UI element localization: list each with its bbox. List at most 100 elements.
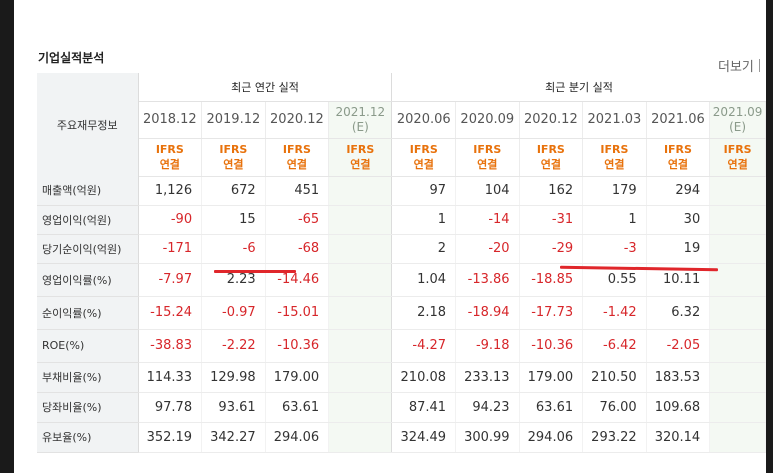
- value-cell: -65: [265, 205, 330, 235]
- value-cell: -17.73: [519, 296, 584, 330]
- value-cell: [709, 176, 766, 206]
- period-label: 2019.12: [206, 112, 261, 127]
- period-label: 2018.12: [142, 112, 197, 127]
- period-header: 2021.12 (E): [328, 101, 393, 139]
- table-row: 영업이익률(%) -7.97 2.23 -14.46 1.04 -13.86 -18.85 0…: [37, 263, 766, 297]
- value-cell: 6.32: [646, 296, 711, 330]
- ifrs-badge: IFRS 연결: [265, 138, 330, 177]
- value-cell: 93.61: [201, 392, 266, 423]
- period-label: 2021.06: [651, 112, 705, 127]
- consolidated-label: 연결: [540, 158, 561, 171]
- ifrs-badge: IFRS 연결: [328, 138, 393, 177]
- value-cell: -15.01: [265, 296, 330, 330]
- value-cell: 324.49: [391, 422, 457, 453]
- consolidated-label: 연결: [223, 158, 244, 171]
- value-cell: -20: [455, 234, 520, 264]
- red-underline-annual: [214, 270, 296, 273]
- table-row: 당기순이익(억원) -171 -6 -68 2 -20 -29 -3 19: [37, 234, 766, 264]
- value-cell: 294.06: [519, 422, 584, 453]
- period-header: 2019.12: [201, 101, 266, 139]
- value-cell: [709, 205, 766, 235]
- ifrs-badge: IFRS 연결: [138, 138, 203, 177]
- value-cell: 2.18: [391, 296, 457, 330]
- consolidated-label: 연결: [159, 158, 180, 171]
- value-cell: 114.33: [138, 362, 203, 393]
- value-cell: [328, 234, 393, 264]
- value-cell: 179.00: [519, 362, 584, 393]
- table-row: 유보율(%) 352.19 342.27 294.06 324.49 300.99 294.…: [37, 422, 766, 453]
- value-cell: 293.22: [582, 422, 647, 453]
- table-row: 순이익률(%) -15.24 -0.97 -15.01 2.18 -18.94 -17.73…: [37, 296, 766, 330]
- period-label: 2020.12: [523, 112, 578, 127]
- consolidated-label: 연결: [350, 158, 371, 171]
- value-cell: 352.19: [138, 422, 203, 453]
- value-cell: 129.98: [201, 362, 266, 393]
- value-cell: 320.14: [646, 422, 711, 453]
- value-cell: -68: [265, 234, 330, 264]
- table-row: 부채비율(%) 114.33 129.98 179.00 210.08 233.13 179…: [37, 362, 766, 393]
- value-cell: [328, 329, 393, 363]
- value-cell: 63.61: [265, 392, 330, 423]
- row-label: 유보율(%): [37, 422, 139, 453]
- value-cell: 300.99: [455, 422, 520, 453]
- value-cell: -9.18: [455, 329, 520, 363]
- value-cell: -15.24: [138, 296, 203, 330]
- value-cell: -10.36: [265, 329, 330, 363]
- more-link[interactable]: 더보기: [718, 56, 760, 75]
- period-label: 2020.09: [460, 112, 515, 127]
- ifrs-label: IFRS: [600, 143, 629, 156]
- consolidated-label: 연결: [667, 158, 689, 171]
- value-cell: [709, 392, 766, 423]
- value-cell: -38.83: [138, 329, 203, 363]
- row-label: 당기순이익(억원): [37, 234, 139, 264]
- value-cell: -3: [582, 234, 647, 264]
- value-cell: -1.42: [582, 296, 647, 330]
- consolidated-label: 연결: [286, 158, 308, 171]
- value-cell: -31: [519, 205, 584, 235]
- value-cell: -171: [138, 234, 203, 264]
- annual-group-header: 최근 연간 실적: [138, 73, 393, 102]
- value-cell: 1: [582, 205, 647, 235]
- value-cell: 183.53: [646, 362, 711, 393]
- value-cell: -2.05: [646, 329, 711, 363]
- value-cell: [709, 263, 766, 297]
- value-cell: 2: [391, 234, 457, 264]
- period-header: 2021.06: [646, 101, 711, 139]
- period-header: 2020.06: [391, 101, 457, 139]
- value-cell: 162: [519, 176, 584, 206]
- value-cell: -90: [138, 205, 203, 235]
- ifrs-label: IFRS: [663, 143, 692, 156]
- ifrs-badge: IFRS 연결: [519, 138, 584, 177]
- ifrs-label: IFRS: [409, 143, 438, 156]
- period-header: 2021.09 (E): [709, 101, 766, 139]
- consolidated-label: 연결: [413, 158, 434, 171]
- row-label: 부채비율(%): [37, 362, 139, 393]
- ifrs-label: IFRS: [282, 143, 311, 156]
- value-cell: 1: [391, 205, 457, 235]
- value-cell: [328, 392, 393, 423]
- value-cell: 104: [455, 176, 520, 206]
- estimate-mark: (E): [351, 119, 369, 134]
- period-header: 2018.12: [138, 101, 203, 139]
- period-header: 2021.03: [582, 101, 647, 139]
- table-row: 매출액(억원) 1,126 672 451 97 104 162 179 294: [37, 176, 766, 206]
- value-cell: 179: [582, 176, 647, 206]
- value-cell: -10.36: [519, 329, 584, 363]
- period-header: 2020.12: [265, 101, 330, 139]
- value-cell: -29: [519, 234, 584, 264]
- value-cell: 294.06: [265, 422, 330, 453]
- row-label: ROE(%): [37, 329, 139, 363]
- table-row: ROE(%) -38.83 -2.22 -10.36 -4.27 -9.18 -10.36-…: [37, 329, 766, 363]
- ifrs-label: IFRS: [346, 143, 375, 156]
- value-cell: -14: [455, 205, 520, 235]
- value-cell: 451: [265, 176, 330, 206]
- value-cell: -2.22: [201, 329, 266, 363]
- page-frame: 기업실적분석 더보기 주요재무정보 최근 연간 실적 최근 분기 실적 2018…: [14, 0, 766, 473]
- value-cell: 2.23: [201, 263, 266, 297]
- value-cell: 342.27: [201, 422, 266, 453]
- ifrs-label: IFRS: [155, 143, 184, 156]
- row-label: 매출액(억원): [37, 176, 139, 206]
- period-header: 2020.12: [519, 101, 584, 139]
- value-cell: -14.46: [265, 263, 330, 297]
- value-cell: [328, 362, 393, 393]
